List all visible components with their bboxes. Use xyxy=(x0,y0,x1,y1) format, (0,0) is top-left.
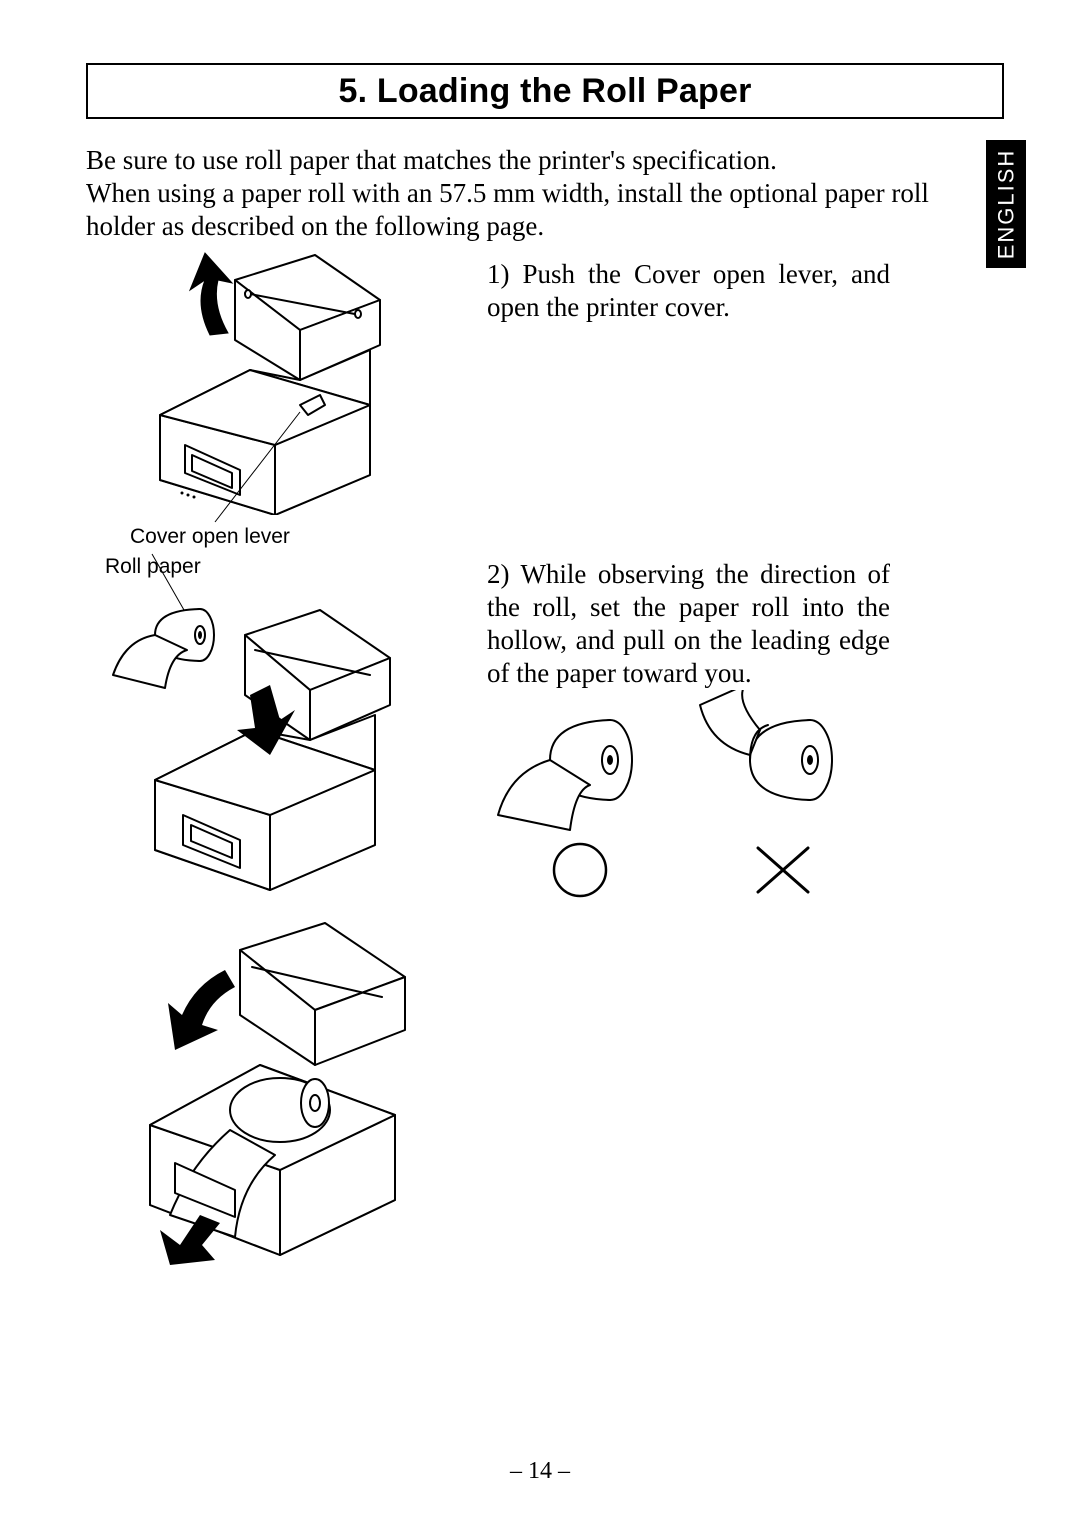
step-2-number: 2) xyxy=(487,559,510,589)
step-2: 2) While observing the direction of the … xyxy=(487,558,890,690)
figure-roll-direction xyxy=(490,690,890,910)
section-title-box: 5. Loading the Roll Paper xyxy=(86,63,1004,119)
step-1-number: 1) xyxy=(487,259,510,289)
figure-close-cover xyxy=(120,915,420,1265)
page: ENGLISH 5. Loading the Roll Paper Be sur… xyxy=(0,0,1080,1529)
section-title: 5. Loading the Roll Paper xyxy=(338,72,751,111)
figure-open-cover xyxy=(140,245,400,515)
caption-cover-open-lever: Cover open lever xyxy=(130,525,290,549)
step-2-text: While observing the direction of the rol… xyxy=(487,559,890,688)
page-number: – 14 – xyxy=(0,1458,1080,1485)
step-1-text: Push the Cover open lever, and open the … xyxy=(487,259,890,322)
intro-line-1: Be sure to use roll paper that matches t… xyxy=(86,145,777,175)
figure-insert-roll xyxy=(105,580,405,900)
step-1: 1) Push the Cover open lever, and open t… xyxy=(487,258,890,324)
caption-roll-paper: Roll paper xyxy=(105,555,201,579)
intro-paragraph: Be sure to use roll paper that matches t… xyxy=(86,144,1004,243)
intro-line-2: When using a paper roll with an 57.5 mm … xyxy=(86,178,929,241)
